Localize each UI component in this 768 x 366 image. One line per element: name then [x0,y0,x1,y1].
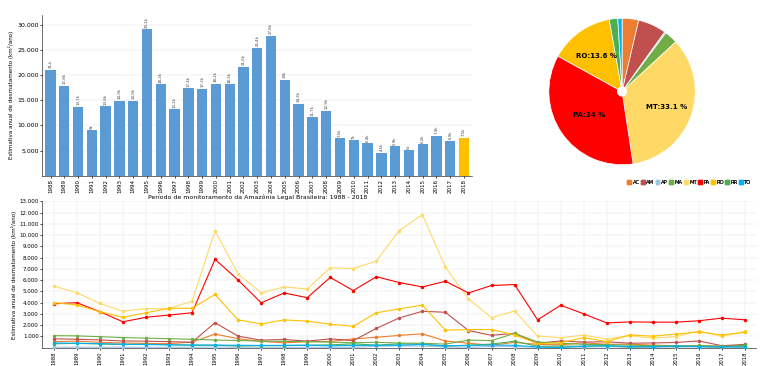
Text: 13,7k: 13,7k [76,94,80,105]
Bar [445,141,455,176]
Text: 19k: 19k [283,71,287,78]
Wedge shape [549,56,633,165]
Wedge shape [622,32,666,92]
Bar [128,101,138,176]
Bar [307,117,318,176]
Bar [101,106,111,176]
Bar [376,153,386,176]
Text: 25,4k: 25,4k [255,36,260,46]
Bar [293,104,304,176]
Bar [210,84,221,176]
Text: MT:33.1 %: MT:33.1 % [647,104,687,110]
Bar [280,80,290,176]
Legend: AC, AM, AP, MA, MT, PA, RO, RR, TO: AC, AM, AP, MA, MT, PA, RO, RR, TO [625,178,754,187]
Wedge shape [558,19,622,92]
Text: 21,k: 21,k [48,60,52,68]
Text: 18,2k: 18,2k [159,72,163,83]
X-axis label: Período de monitoramento da Amazônia Legal Brasileira: 1988 - 2018: Período de monitoramento da Amazônia Leg… [147,195,367,200]
Wedge shape [622,18,639,92]
Text: 18,2k: 18,2k [227,72,232,83]
Wedge shape [622,33,676,92]
Wedge shape [622,42,695,164]
Text: 14,9k: 14,9k [118,88,121,99]
Bar [432,136,442,176]
Bar [404,150,414,176]
Bar [87,130,97,176]
Bar [335,138,345,176]
Bar [418,145,428,176]
Bar [142,29,152,176]
Text: 7k: 7k [352,134,356,139]
Text: 6,2k: 6,2k [421,135,425,143]
Bar [362,143,372,176]
Bar [156,84,166,176]
Text: RO:13.6 %: RO:13.6 % [576,53,617,59]
Text: 18,2k: 18,2k [214,71,218,82]
Bar [170,109,180,176]
Text: 5k: 5k [407,144,411,149]
Text: 17,8k: 17,8k [62,73,66,84]
Bar [45,70,55,176]
Circle shape [617,87,627,96]
Wedge shape [622,20,665,92]
Wedge shape [617,18,622,92]
Text: 13,8k: 13,8k [104,94,108,105]
Text: 6,4k: 6,4k [366,134,369,142]
Bar [197,89,207,176]
Y-axis label: Estimativa anual de desmatamento (km²/ano): Estimativa anual de desmatamento (km²/an… [8,31,15,159]
Bar [184,88,194,176]
Text: 4,5k: 4,5k [379,143,383,151]
Bar [252,48,263,176]
Text: 13,2k: 13,2k [173,97,177,108]
Text: 21,6k: 21,6k [241,54,246,65]
Text: 5,9k: 5,9k [393,136,397,145]
Text: 17,3k: 17,3k [200,76,204,87]
Text: 12,9k: 12,9k [324,98,328,109]
Text: 27,8k: 27,8k [269,23,273,34]
Bar [321,111,331,176]
Bar [224,84,235,176]
Text: 11,7k: 11,7k [310,105,314,116]
Bar [349,141,359,176]
Text: 6,9k: 6,9k [449,131,452,139]
Text: 7,9k: 7,9k [435,126,439,134]
Text: 7,5k: 7,5k [462,128,466,136]
Wedge shape [609,18,622,92]
Text: 9k: 9k [90,124,94,129]
Bar [59,86,69,176]
Text: 29,1k: 29,1k [145,17,149,28]
Bar [238,67,249,176]
Bar [390,146,400,176]
Bar [459,138,469,176]
Text: 17,4k: 17,4k [187,76,190,87]
Bar [114,101,124,176]
Text: 14,3k: 14,3k [296,91,300,102]
Text: 14,9k: 14,9k [131,88,135,99]
Bar [73,107,83,176]
Y-axis label: Estimativa anual de desmatamento (km²/ano): Estimativa anual de desmatamento (km²/an… [11,210,17,339]
Text: PA:34 %: PA:34 % [573,112,605,117]
Text: 7,5k: 7,5k [338,128,342,137]
Bar [266,36,276,176]
